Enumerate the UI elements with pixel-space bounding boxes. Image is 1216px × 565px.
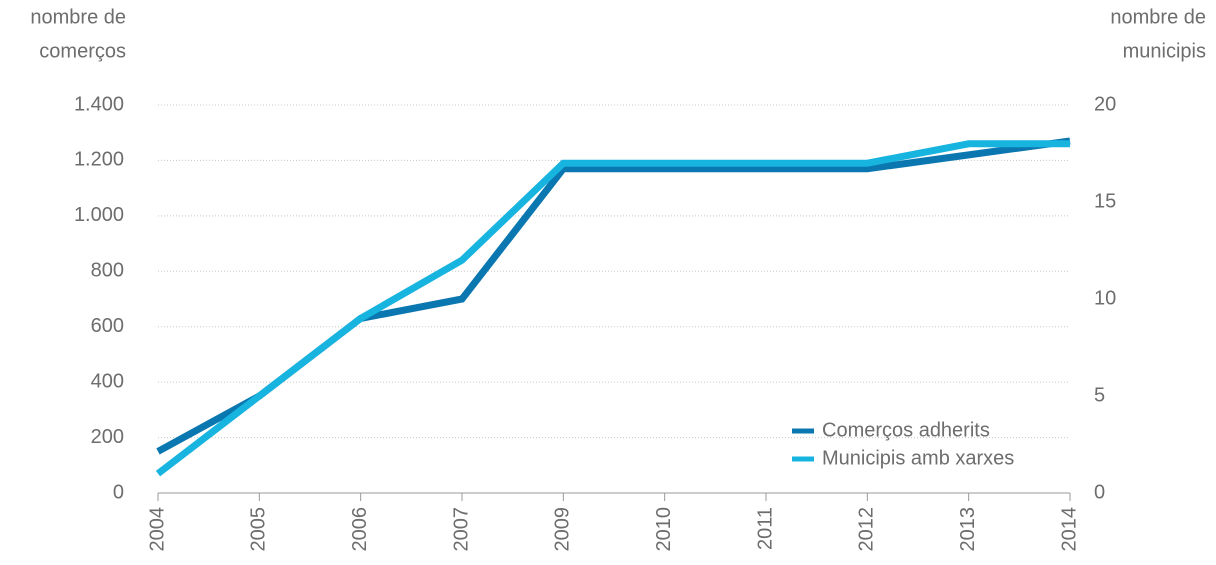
y-tick-label: 1.000 <box>74 204 124 226</box>
x-tick-label: 2012 <box>856 507 878 552</box>
y2-axis-title: nombre de <box>1110 6 1206 28</box>
legend-label: Municipis amb xarxes <box>822 447 1014 469</box>
y-tick-label: 1.400 <box>74 93 124 115</box>
y-tick-label: 200 <box>91 426 124 448</box>
series-line <box>155 140 1070 477</box>
y2-axis-title: municipis <box>1123 40 1206 62</box>
x-tick-label: 2007 <box>450 507 472 552</box>
x-tick-label: 2014 <box>1058 507 1080 552</box>
x-tick-label: 2010 <box>653 507 675 552</box>
y2-tick-label: 15 <box>1094 190 1116 212</box>
y-tick-label: 800 <box>91 260 124 282</box>
y-tick-label: 0 <box>113 481 124 503</box>
y2-tick-label: 10 <box>1094 287 1116 309</box>
y2-tick-label: 5 <box>1094 384 1105 406</box>
y-axis-title: nombre de <box>30 6 126 28</box>
legend-label: Comerços adherits <box>822 419 990 441</box>
x-tick-label: 2009 <box>552 507 574 552</box>
series-line <box>156 137 1071 455</box>
y2-tick-label: 20 <box>1094 93 1116 115</box>
x-tick-label: 2004 <box>146 507 168 552</box>
x-tick-label: 2013 <box>957 507 979 552</box>
x-tick-label: 2005 <box>248 507 270 552</box>
y-tick-label: 600 <box>91 315 124 337</box>
x-tick-label: 2011 <box>754 507 776 550</box>
y-axis-title: comerços <box>39 40 126 62</box>
y-tick-label: 1.200 <box>74 149 124 171</box>
x-tick-label: 2006 <box>349 507 371 552</box>
y-tick-label: 400 <box>91 370 124 392</box>
y2-tick-label: 0 <box>1094 481 1105 503</box>
